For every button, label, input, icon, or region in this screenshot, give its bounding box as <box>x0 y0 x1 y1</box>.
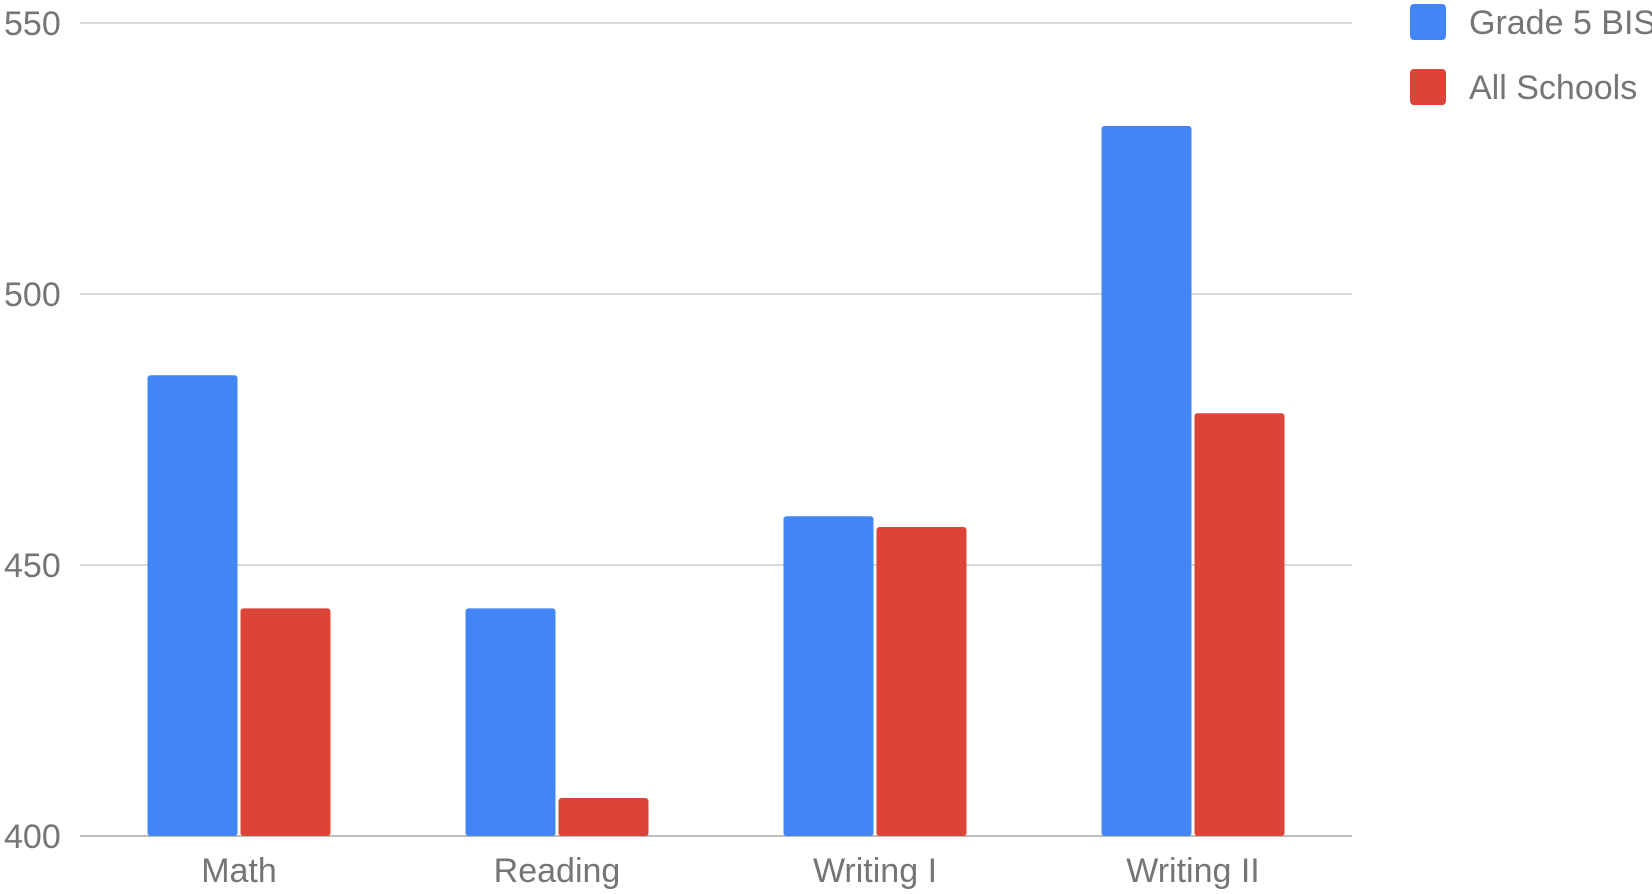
x-tick-label: Writing II <box>1126 852 1260 890</box>
bars <box>147 125 1285 837</box>
x-tick-label: Math <box>201 852 277 890</box>
legend: Grade 5 BIS All Schools <box>1410 4 1652 107</box>
bar-math-all-schools <box>240 608 331 836</box>
x-axis: Math Reading Writing I Writing II <box>201 852 1260 890</box>
legend-swatch <box>1410 4 1446 40</box>
y-tick-label: 500 <box>4 276 61 314</box>
bar-reading-all-schools <box>558 798 649 836</box>
x-tick-label: Writing I <box>813 852 937 890</box>
legend-label: Grade 5 BIS <box>1469 4 1652 42</box>
y-tick-label: 400 <box>4 818 61 856</box>
bar-writing-ii-grade-5-bis <box>1101 125 1192 837</box>
y-axis: 400 450 500 550 <box>4 5 61 856</box>
y-tick-label: 550 <box>4 5 61 43</box>
bar-writing-ii-all-schools <box>1194 413 1285 836</box>
bar-writing-i-grade-5-bis <box>783 516 874 836</box>
bar-reading-grade-5-bis <box>465 608 556 836</box>
x-tick-label: Reading <box>494 852 621 890</box>
bar-math-grade-5-bis <box>147 375 238 836</box>
y-tick-label: 450 <box>4 547 61 585</box>
legend-swatch <box>1410 69 1446 105</box>
legend-label: All Schools <box>1469 69 1637 107</box>
bar-writing-i-all-schools <box>876 527 967 836</box>
